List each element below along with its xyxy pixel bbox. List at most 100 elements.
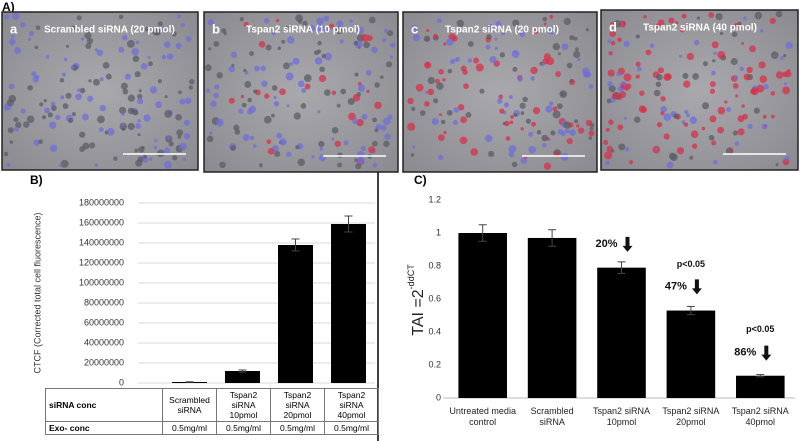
cell: [504, 120, 510, 127]
cell: [619, 91, 627, 98]
cell: [732, 83, 739, 89]
cell: [135, 123, 142, 130]
cell: [436, 18, 442, 23]
cell: [573, 50, 581, 59]
bar: [225, 371, 260, 383]
cell: [762, 114, 767, 119]
cell: [550, 130, 556, 136]
cell: [322, 28, 327, 33]
cell: [363, 41, 370, 49]
cell: [423, 35, 431, 42]
cell: [458, 104, 465, 111]
cell: [48, 121, 57, 129]
cell: [663, 133, 670, 140]
cell: [681, 13, 687, 19]
cell: [242, 134, 250, 141]
table-row: siRNA conc Scrambled siRNA Tspan2 siRNA 10…: [45, 388, 379, 422]
cell: [167, 53, 174, 60]
cell: [682, 72, 689, 79]
cell: [624, 146, 630, 152]
table-row: Exo- conc 0.5mg/ml 0.5mg/ml 0.5mg/ml 0.5mg/m…: [45, 421, 379, 435]
cell: [497, 98, 503, 104]
cell: [618, 143, 626, 151]
cell: [241, 102, 247, 108]
cell: [628, 160, 634, 165]
cell: [164, 41, 171, 48]
cell: [12, 12, 20, 20]
cell: [512, 19, 520, 27]
cell: [307, 24, 316, 32]
y-tick-label: 1: [436, 227, 441, 237]
cell: [557, 52, 561, 56]
cell: [575, 47, 579, 52]
cell: [660, 105, 667, 113]
cell: [732, 130, 739, 136]
cell: [607, 39, 612, 44]
cell: [769, 17, 776, 24]
cell: [59, 78, 65, 83]
cell: [711, 140, 717, 146]
cell: [94, 163, 99, 167]
cell: [655, 146, 659, 150]
y-axis-label: CTCF (Corrected total cell fluorescence): [32, 212, 42, 373]
cell: [15, 121, 22, 129]
cell: [354, 158, 358, 162]
y-tick-label: 0: [436, 392, 441, 402]
table-cell: 0.5mg/ml: [270, 421, 325, 435]
y-tick-label: 0.2: [428, 359, 441, 369]
cell: [616, 71, 622, 77]
cell: [426, 28, 430, 32]
cell: [552, 110, 561, 119]
cell: [88, 79, 92, 83]
cell: [14, 126, 19, 132]
cell: [374, 128, 379, 133]
image-letter: a: [10, 21, 18, 36]
cell: [372, 117, 378, 123]
cell: [690, 130, 699, 139]
cell: [460, 65, 467, 72]
cell: [318, 140, 325, 148]
cell: [761, 123, 768, 130]
cell: [99, 104, 106, 112]
down-arrow: [691, 279, 702, 295]
cell: [531, 121, 537, 127]
cell: [623, 73, 632, 82]
cell: [733, 23, 740, 29]
cell: [106, 127, 115, 136]
cell: [164, 95, 168, 99]
cell: [449, 58, 456, 65]
cell: [547, 26, 556, 35]
cell: [681, 120, 686, 124]
cell: [135, 159, 143, 167]
cell: [541, 134, 548, 142]
cell: [438, 113, 442, 117]
cell: [557, 129, 564, 135]
cell: [709, 115, 717, 123]
cell: [702, 61, 709, 67]
cell: [519, 31, 525, 37]
error-bar: [548, 229, 557, 247]
cell: [316, 49, 322, 54]
cell: [357, 157, 365, 165]
cell: [304, 83, 311, 90]
cell: [577, 127, 585, 134]
cell: [127, 122, 135, 131]
cell: [649, 43, 655, 48]
y-tick-label: 0.6: [428, 293, 441, 303]
cell: [635, 61, 641, 67]
cell: [96, 49, 104, 56]
annotation: 47%: [665, 280, 687, 292]
cell: [19, 21, 26, 28]
cell: [383, 28, 388, 34]
cell: [207, 19, 214, 26]
cell: [47, 112, 53, 118]
cell: [324, 52, 333, 61]
cell: [85, 42, 92, 49]
cell: [368, 146, 376, 154]
micrograph: c Tspan2 siRNA (20 pmol): [402, 11, 598, 173]
cell: [161, 26, 167, 32]
cell: [339, 39, 344, 44]
cell: [782, 86, 791, 95]
table-cell: Tspan2 siRNA 40pmol: [324, 388, 379, 422]
cell: [302, 20, 308, 27]
